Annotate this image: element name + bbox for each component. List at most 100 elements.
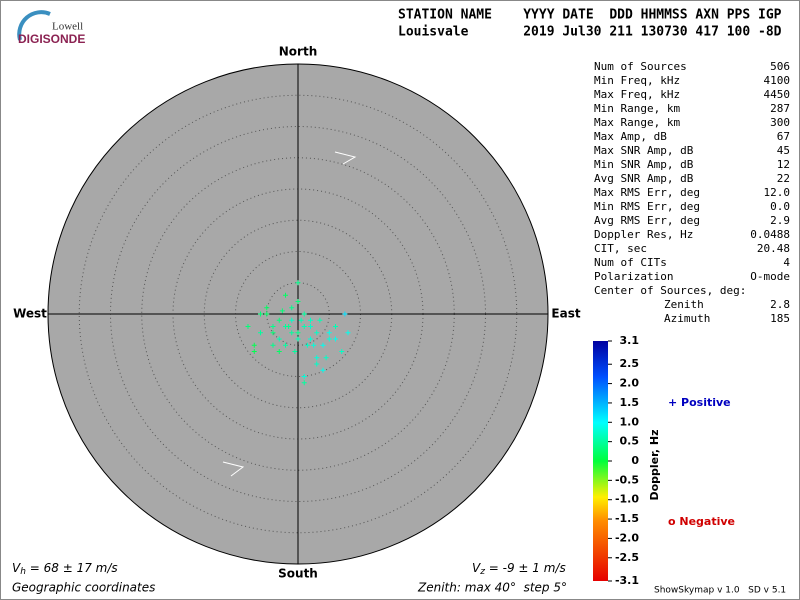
stat-label: Max RMS Err, deg — [594, 186, 700, 199]
source-point — [304, 342, 310, 348]
stat-value: 4100 — [764, 74, 791, 87]
vh-text: = 68 ± 17 m/s — [26, 561, 118, 575]
center-value: 2.8 — [770, 298, 790, 311]
vz-sub: z — [479, 567, 485, 577]
source-point — [311, 342, 317, 348]
zenith-info: Zenith: max 40° step 5° — [417, 581, 567, 595]
colorbar-tick-label: 0 — [631, 454, 639, 467]
center-label: Zenith — [664, 298, 704, 311]
source-point — [339, 349, 345, 354]
source-point — [308, 317, 313, 323]
arrow-mark — [222, 461, 245, 477]
stat-label: Min SNR Amp, dB — [594, 158, 694, 171]
colorbar-tick-label: -2.0 — [615, 531, 639, 544]
stat-value: 287 — [770, 102, 790, 115]
source-point — [295, 299, 301, 304]
vz-symbol: V — [472, 561, 481, 575]
source-point — [314, 361, 320, 367]
stat-label: Max SNR Amp, dB — [594, 144, 694, 157]
stat-label: Avg RMS Err, deg — [594, 214, 700, 227]
source-point — [276, 336, 282, 342]
source-point — [258, 311, 263, 317]
colorbar-tick-label: 1.5 — [620, 396, 640, 409]
stat-label: Num of Sources — [594, 60, 687, 73]
stat-label: Max Freq, kHz — [594, 88, 680, 101]
source-point — [320, 342, 326, 348]
colorbar-tick-label: 3.1 — [620, 334, 640, 347]
arrow-mark — [334, 151, 357, 165]
source-point — [314, 355, 320, 361]
vh-sub: h — [20, 567, 26, 577]
stat-label: Doppler Res, Hz — [594, 228, 693, 241]
source-point — [326, 330, 332, 336]
stat-value: 2.9 — [770, 214, 790, 227]
stat-value: 45 — [777, 144, 790, 157]
source-point — [251, 349, 257, 354]
colorbar-tick-label: -3.1 — [615, 574, 639, 587]
colorbar-tick-label: 2.0 — [620, 377, 640, 390]
source-point — [314, 330, 320, 336]
stat-label: Avg SNR Amp, dB — [594, 172, 694, 185]
colorbar-label: Doppler, Hz — [648, 429, 661, 500]
stat-value: 20.48 — [757, 242, 790, 255]
source-point — [251, 342, 257, 348]
source-point — [286, 324, 292, 329]
version: ShowSkymap v 1.0 SD v 5.1 — [654, 586, 786, 596]
stat-label: Min Freq, kHz — [594, 74, 680, 87]
coords: Geographic coordinates — [12, 581, 155, 595]
source-point — [264, 311, 270, 317]
source-point — [301, 324, 307, 329]
source-point — [270, 342, 276, 348]
dir-east: East — [551, 307, 580, 321]
stat-value: 22 — [777, 172, 790, 185]
stat-value: 300 — [770, 116, 790, 129]
source-point — [333, 324, 338, 329]
stat-value: 0.0 — [770, 200, 790, 213]
dir-west: West — [13, 307, 47, 321]
source-point — [301, 311, 307, 317]
source-point — [289, 330, 295, 336]
source-point — [295, 336, 301, 342]
source-point — [295, 280, 301, 286]
stat-label: CIT, sec — [594, 242, 647, 255]
stat-label: Max Amp, dB — [594, 130, 667, 143]
source-point — [289, 305, 295, 311]
source-point — [292, 349, 298, 354]
logo-bottom: DIGISONDE — [18, 32, 85, 46]
center-label: Azimuth — [664, 312, 710, 325]
stat-label: Num of CITs — [594, 256, 667, 269]
source-point — [264, 305, 270, 311]
stat-value: O-mode — [750, 270, 790, 283]
source-point — [276, 349, 282, 354]
source-point — [342, 311, 348, 317]
source-point — [308, 324, 313, 329]
source-point — [279, 308, 285, 314]
source-point — [270, 330, 276, 336]
center-value: 185 — [770, 312, 790, 325]
stat-label: Max Range, km — [594, 116, 680, 129]
stat-label: Min Range, km — [594, 102, 680, 115]
source-point — [320, 367, 326, 373]
colorbar-tick-label: 0.5 — [620, 435, 640, 448]
source-point — [283, 292, 288, 298]
stat-value: 12 — [777, 158, 790, 171]
source-point — [295, 330, 301, 336]
colorbar-tick-label: 2.5 — [620, 357, 640, 370]
source-point — [298, 317, 304, 323]
colorbar-tick-label: -1.5 — [615, 512, 639, 525]
colorbar-tick-label: -1.0 — [615, 493, 639, 506]
stat-label: Min RMS Err, deg — [594, 200, 700, 213]
colorbar — [593, 341, 608, 581]
colorbar-tick-label: -0.5 — [615, 473, 639, 486]
dir-south: South — [278, 567, 318, 581]
source-point — [276, 317, 282, 323]
stat-value: 0.0488 — [750, 228, 790, 241]
legend-negative: o Negative — [668, 515, 735, 528]
source-point — [345, 330, 351, 336]
source-point — [323, 355, 329, 361]
stat-value: 506 — [770, 60, 790, 73]
source-point — [289, 317, 295, 323]
stat-value: 12.0 — [764, 186, 791, 199]
center-title: Center of Sources, deg: — [594, 284, 746, 297]
source-point — [258, 330, 263, 336]
